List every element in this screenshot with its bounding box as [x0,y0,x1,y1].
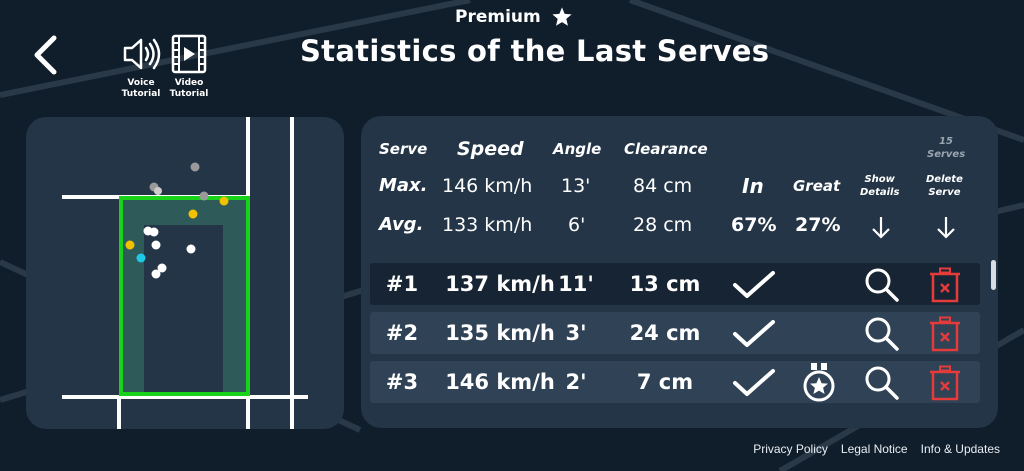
magnifier-icon[interactable] [864,317,900,351]
max-speed: 146 km/h [442,175,533,197]
serve-mark-in [151,240,161,250]
page-title: Statistics of the Last Serves [300,34,770,68]
serve-mark-in [157,263,167,273]
table-row[interactable]: #2 135 km/h 3' 24 cm [370,312,980,354]
star-icon [552,7,572,26]
court-diagram [62,117,308,429]
footer-links: Privacy Policy Legal Notice Info & Updat… [753,442,1000,456]
avg-speed: 133 km/h [442,214,533,236]
header-show-line2: Details [860,187,900,198]
video-tutorial-label-line1: Video [174,78,204,88]
magnifier-icon[interactable] [864,268,900,302]
header-delete-line1: Delete [926,174,963,185]
row-clearance: 24 cm [629,321,701,345]
checkmark-icon [733,271,775,298]
max-label: Max. [379,175,428,196]
serve-mark-last [136,253,146,263]
serve-mark-in [151,269,161,279]
video-tutorial-label-line2: Tutorial [169,89,209,99]
row-angle: 3' [565,321,587,345]
service-box [119,196,250,396]
checkmark-icon [733,369,775,396]
premium-badge[interactable]: Premium [455,6,573,28]
header-show-line1: Show [864,174,895,185]
table-row[interactable]: #1 137 km/h 11' 13 cm [370,263,980,305]
avg-label: Avg. [379,214,424,235]
row-speed: 135 km/h [445,321,555,345]
table-row[interactable]: #3 146 km/h 2' 7 cm [370,361,980,403]
header-angle: Angle [553,140,602,158]
avg-great-percent: 27% [795,214,841,236]
row-number: #2 [385,321,419,345]
row-angle: 2' [565,370,587,394]
header-clearance: Clearance [624,140,708,158]
header-in: In [742,174,764,198]
serve-marks [125,162,229,279]
header-great: Great [793,177,841,195]
row-number: #1 [385,272,419,296]
serves-label: Serves [927,149,966,160]
court-panel [26,117,344,429]
header-serve: Serve [379,140,428,158]
header-speed: Speed [457,138,524,160]
voice-tutorial-label-line2: Tutorial [121,89,161,99]
privacy-policy-link[interactable]: Privacy Policy [753,442,828,456]
stats-table-panel: Serve Speed Angle Clearance 15 Serves Ma… [361,116,998,428]
magnifier-icon[interactable] [864,366,900,400]
trash-icon[interactable] [928,316,962,352]
serve-mark-great [219,196,229,206]
medal-icon [803,363,835,402]
serve-mark-in [149,227,159,237]
serve-mark-out [190,162,200,172]
info-updates-link[interactable]: Info & Updates [920,442,1000,456]
row-angle: 11' [558,272,594,296]
film-play-icon [171,34,207,74]
serve-mark-out [199,191,209,201]
avg-in-percent: 67% [731,214,777,236]
arrow-down-icon [937,217,955,239]
premium-label: Premium [455,7,541,27]
row-clearance: 13 cm [629,272,701,296]
serve-mark-great [125,240,135,250]
voice-tutorial-label-line1: Voice [127,78,155,88]
trash-icon[interactable] [928,267,962,303]
avg-clearance: 28 cm [633,214,693,236]
max-clearance: 84 cm [633,175,693,197]
max-angle: 13' [561,175,591,197]
row-number: #3 [385,370,419,394]
target-zone [119,198,248,395]
serve-count: 15 [939,136,953,147]
voice-tutorial-button[interactable]: Voice Tutorial [119,34,163,100]
trash-icon[interactable] [928,365,962,401]
speaker-icon [123,38,161,70]
serve-mark-out [154,187,162,195]
checkmark-icon [733,320,775,347]
serve-mark-great [188,209,198,219]
back-chevron-icon[interactable] [30,34,60,76]
row-speed: 137 km/h [445,272,555,296]
serve-mark-in [186,244,196,254]
row-speed: 146 km/h [445,370,555,394]
arrow-down-icon [872,217,890,239]
video-tutorial-button[interactable]: Video Tutorial [167,34,211,100]
avg-angle: 6' [568,214,586,236]
header-delete-line2: Serve [928,187,961,198]
table-scrollbar[interactable] [991,260,996,290]
row-clearance: 7 cm [636,370,694,394]
legal-notice-link[interactable]: Legal Notice [840,442,908,456]
